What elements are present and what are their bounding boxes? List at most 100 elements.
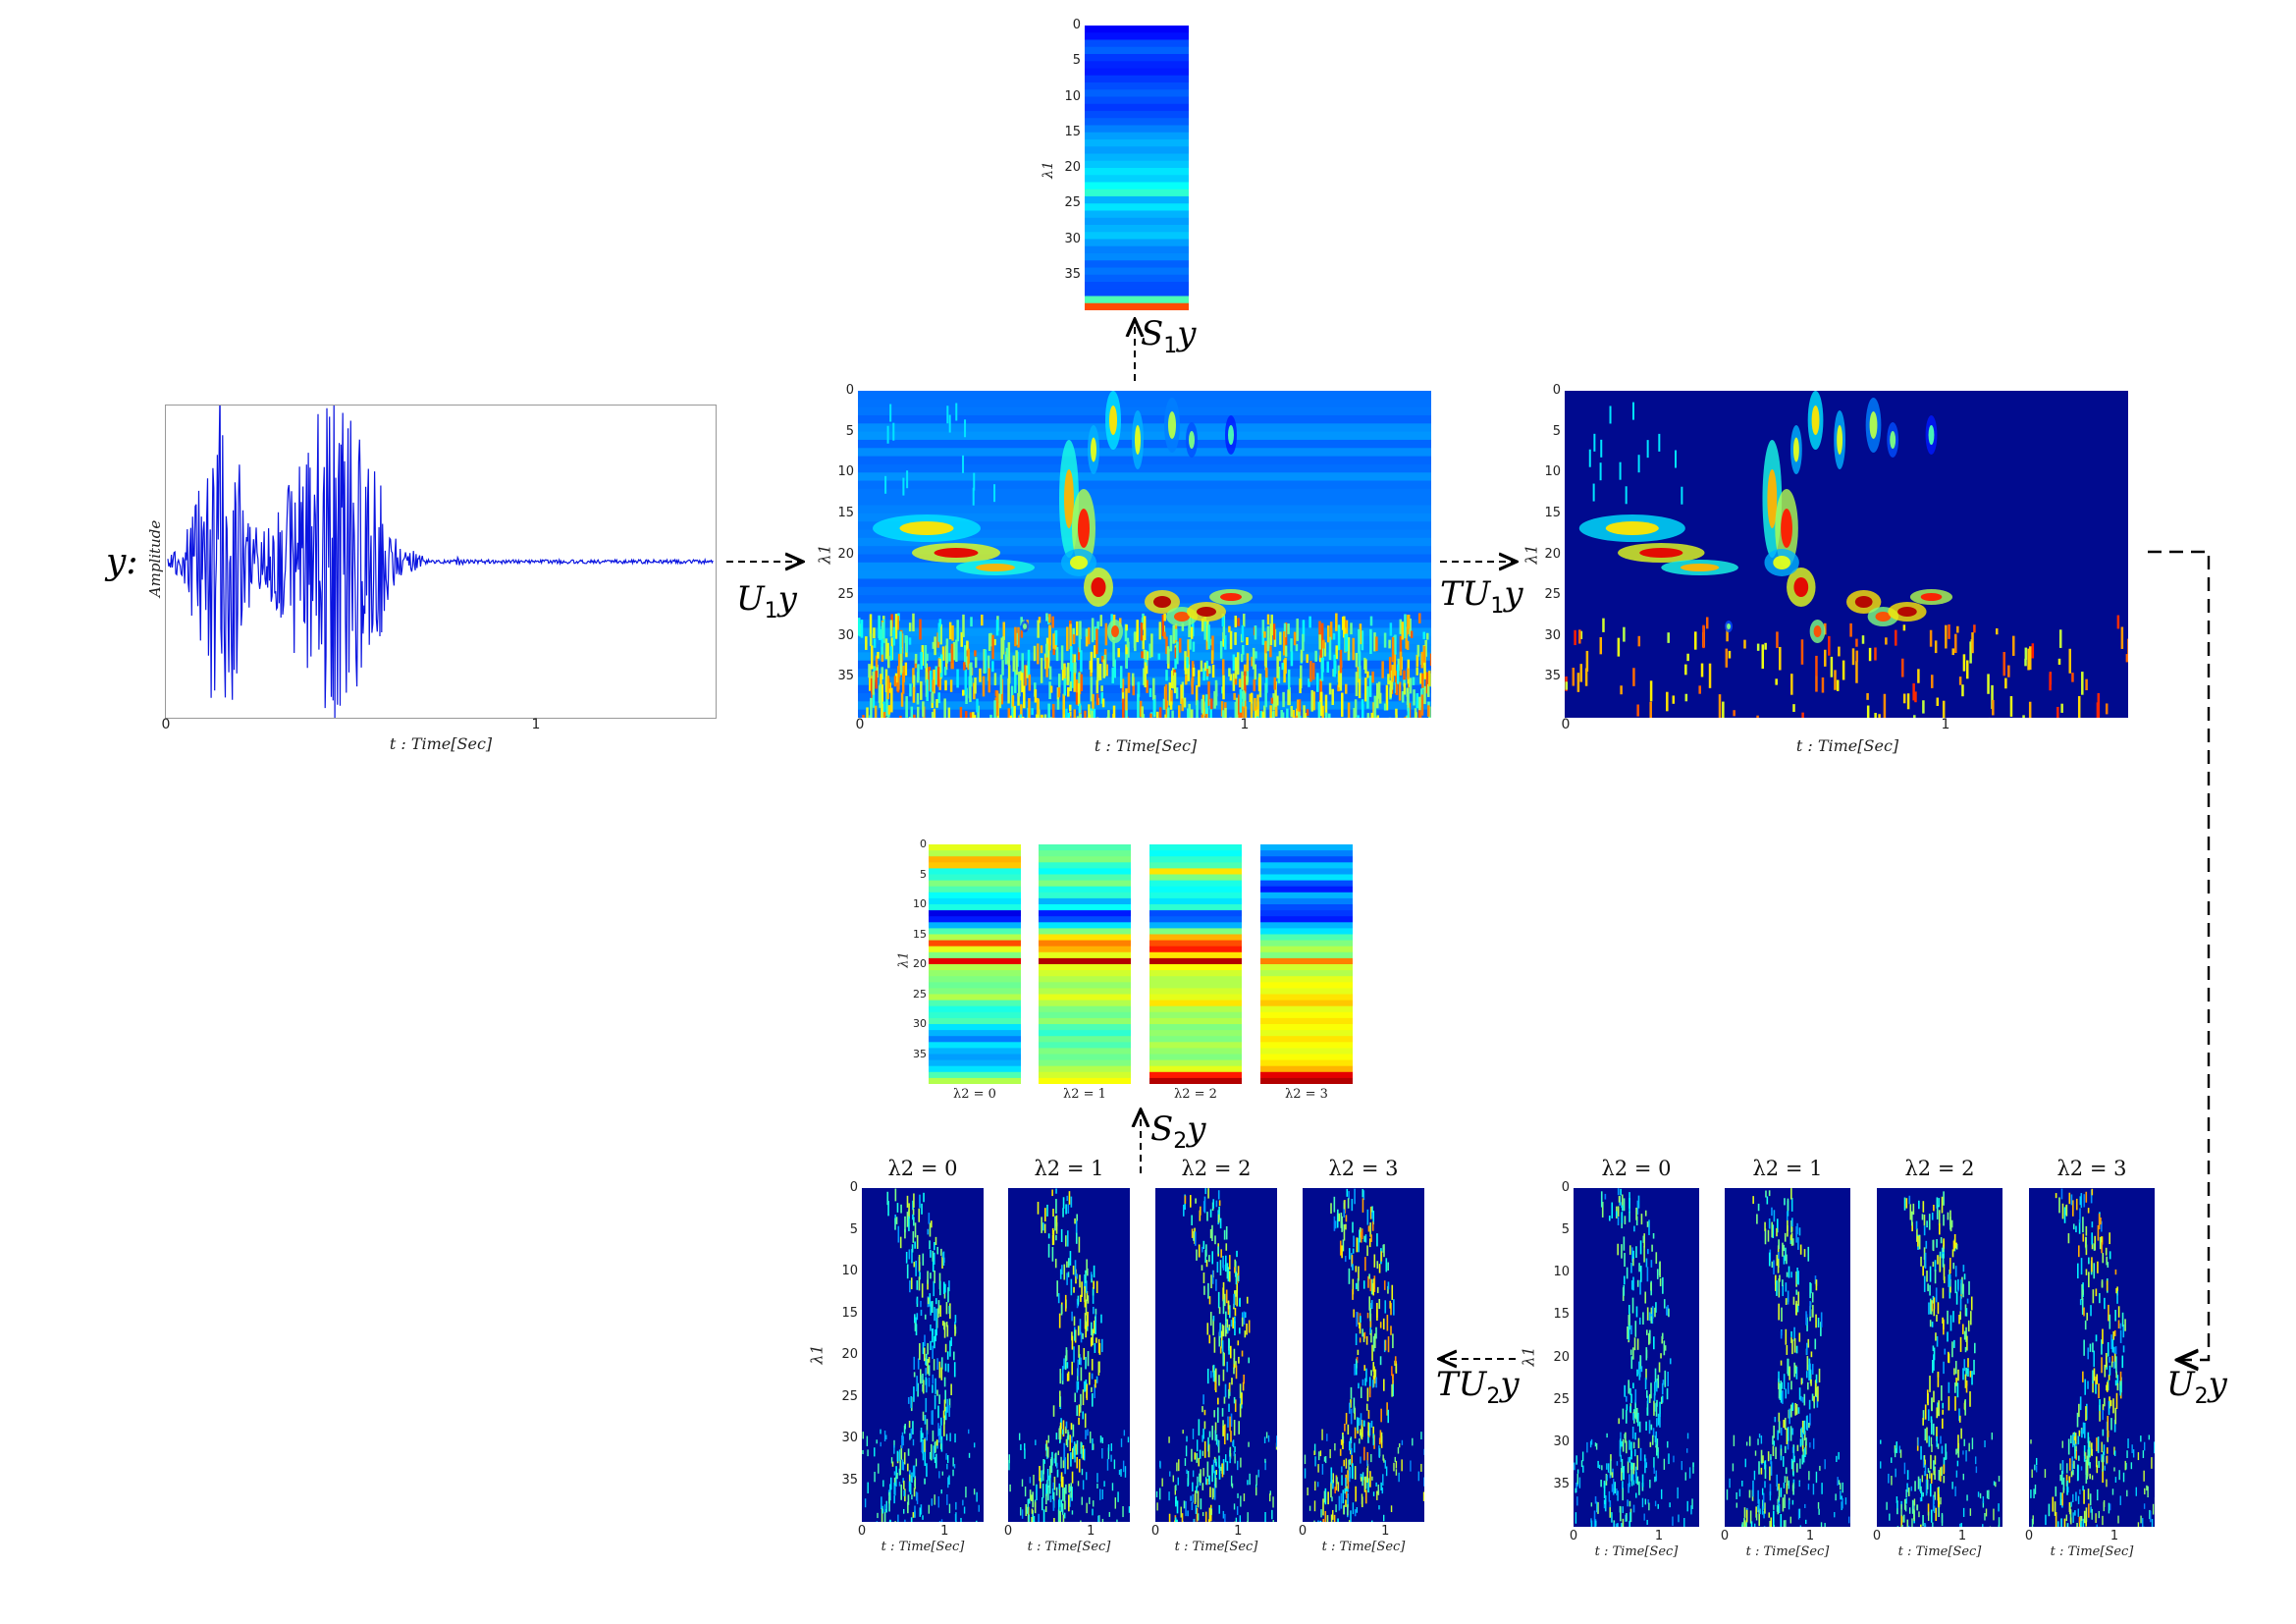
tu2-panel-1-stroke-12 [1090,1272,1093,1279]
u2-panel-0-stroke-36 [1636,1200,1639,1216]
tu2-title-1: λ2 = 1 [1034,1157,1104,1180]
tu1-noise-6 [1834,670,1837,690]
u1-noise-381 [1203,614,1207,640]
u1-noise-283 [1254,709,1257,718]
u1-noise-238 [1079,621,1082,640]
tu2-panel-0-stroke-92 [887,1201,889,1217]
arrow-tu1-to-u2 [2148,550,2211,1360]
u1-noise-322 [1140,623,1144,641]
s1-row-27 [1085,217,1189,226]
tu2-panel-3-stroke-86 [1387,1409,1390,1424]
tu2-panel-0-stroke-208 [943,1377,946,1387]
u2-panel-3-stroke-212 [2115,1371,2117,1379]
u2-panel-0-stroke-235 [1632,1468,1634,1481]
u2-panel-0-noise-81 [1611,1512,1613,1523]
u2-panel-3-stroke-124 [2080,1520,2082,1527]
tu2-panel-2-noise-76 [1172,1475,1175,1483]
u2-panel-3-stroke-202 [2107,1415,2109,1432]
tu2-panel-1-stroke-36 [1041,1484,1044,1498]
u2-panel-1-stroke-170 [1764,1464,1767,1480]
u1-noise-875 [1357,715,1360,718]
u1-noise-647 [1350,623,1353,635]
u2-panel-2-stroke-40 [1933,1347,1936,1361]
u2-panel-2-stroke-243 [1943,1319,1945,1330]
tu2-panel-3-stroke-210 [1378,1298,1381,1310]
tu2-panel-3-stroke-198 [1395,1363,1398,1374]
u2-panel-1-stroke-239 [1787,1427,1789,1441]
tu2-panel-2-stroke-187 [1236,1250,1238,1258]
u2-panel-3-stroke-2 [2087,1347,2090,1360]
tu1-noise-22 [2077,695,2081,718]
tu1-noise-67 [2012,635,2015,656]
tu2-panel-0-stroke-2 [900,1484,903,1500]
tu2-panel-1-stroke-206 [1071,1335,1074,1350]
u2-panel-3-stroke-40 [2092,1380,2094,1393]
tu2-panel-3-stroke-204 [1353,1397,1356,1413]
tu2-panel-1-stroke-235 [1067,1272,1070,1277]
u2-panel-2-stroke-87 [1928,1214,1931,1230]
u2-panel-0-stroke-69 [1625,1514,1627,1522]
u2-panel-3-stroke-70 [2077,1245,2080,1258]
u2-panel-2-stroke-44 [1953,1382,1956,1393]
tu1-streak-5 [1625,486,1628,505]
tu2-panel-0-stroke-38 [953,1351,955,1361]
u2-panel-1 [1725,1188,1850,1527]
waveform-xtick-0: 0 [161,717,171,732]
u2-panel-2-stroke-236 [1965,1380,1968,1393]
u2-panel-2-stroke-16 [1948,1396,1950,1411]
tu2-panel-3-stroke-196 [1322,1498,1324,1516]
tu2-panel-1-stroke-199 [1058,1486,1061,1499]
tu2-panel-1-stroke-85 [1068,1484,1070,1493]
tu2-panel-1-stroke-144 [1044,1208,1046,1222]
u1-noise-502 [1407,692,1410,712]
u2-panel-0-stroke-190 [1625,1395,1628,1402]
tu2-panel-1-noise-72 [1122,1460,1125,1473]
u2-panel-1-noise-43 [1809,1442,1811,1448]
u2-panel-0-stroke-160 [1645,1347,1648,1361]
tu2-panel-1-stroke-170 [1095,1322,1096,1334]
tu2-panel-1-stroke-214 [1094,1342,1096,1353]
s2-col-2-row-16 [1149,940,1242,947]
u1-noise-462 [1052,633,1055,649]
u2-panel-3-stroke-99 [2109,1356,2110,1363]
u2-panel-2-stroke-228 [1934,1473,1936,1480]
u2-panel-2-noise-48 [1913,1498,1916,1506]
u2-panel-1-stroke-204 [1771,1261,1774,1269]
tu2-panel-2-stroke-35 [1238,1356,1240,1364]
tu2-panel-0-stroke-169 [940,1417,942,1426]
tu2-panel-0-stroke-246 [950,1383,952,1396]
u1-noise-295 [1069,623,1072,650]
u2-panel-3-stroke-246 [2085,1236,2088,1250]
u2-panel-0-noise-16 [1582,1465,1584,1473]
u2-panel-0-stroke-137 [1632,1250,1634,1259]
u2-panel-0-noise-37 [1663,1458,1666,1470]
s1-row-3 [1085,46,1189,55]
u2-panel-1-stroke-30 [1757,1504,1759,1513]
u1-noise-596 [1264,653,1267,671]
u1-noise-494 [1343,616,1346,638]
u2-panel-3-noise-1 [2151,1519,2154,1527]
tu2-panel-0-stroke-62 [934,1298,937,1305]
u2-panel-0-noise-28 [1653,1467,1655,1474]
tu1-ytick-15: 15 [1544,505,1561,520]
u2-panel-3-xtick-1: 1 [2109,1529,2119,1543]
u2-panel-1-stroke-68 [1777,1430,1779,1440]
u2-panel-3-stroke-54 [2101,1236,2103,1254]
tu1-noise-74 [1572,668,1575,686]
tu2-panel-0-stroke-187 [897,1225,900,1243]
u1-bg-row-4 [858,423,1431,433]
tu2-panel-1-noise-19 [1024,1448,1026,1459]
u2-panel-1-stroke-79 [1769,1520,1771,1527]
u2-panel-1-noise-41 [1758,1498,1760,1510]
tu2-panel-0-stroke-142 [910,1517,913,1522]
u2-panel-2-stroke-181 [1948,1353,1950,1364]
u1-noise-707 [1222,675,1225,700]
tu2-panel-0-stroke-201 [928,1378,931,1387]
s2-col-0-row-13 [929,922,1021,929]
u2-panel-3-stroke-85 [2094,1235,2097,1251]
u2-panel-2-stroke-141 [1949,1210,1951,1226]
u1-noise-122 [1181,681,1185,706]
u2-panel-3-stroke-233 [2058,1197,2060,1214]
tu2-panel-3-stroke-108 [1351,1463,1354,1480]
s1-row-38 [1085,296,1189,304]
